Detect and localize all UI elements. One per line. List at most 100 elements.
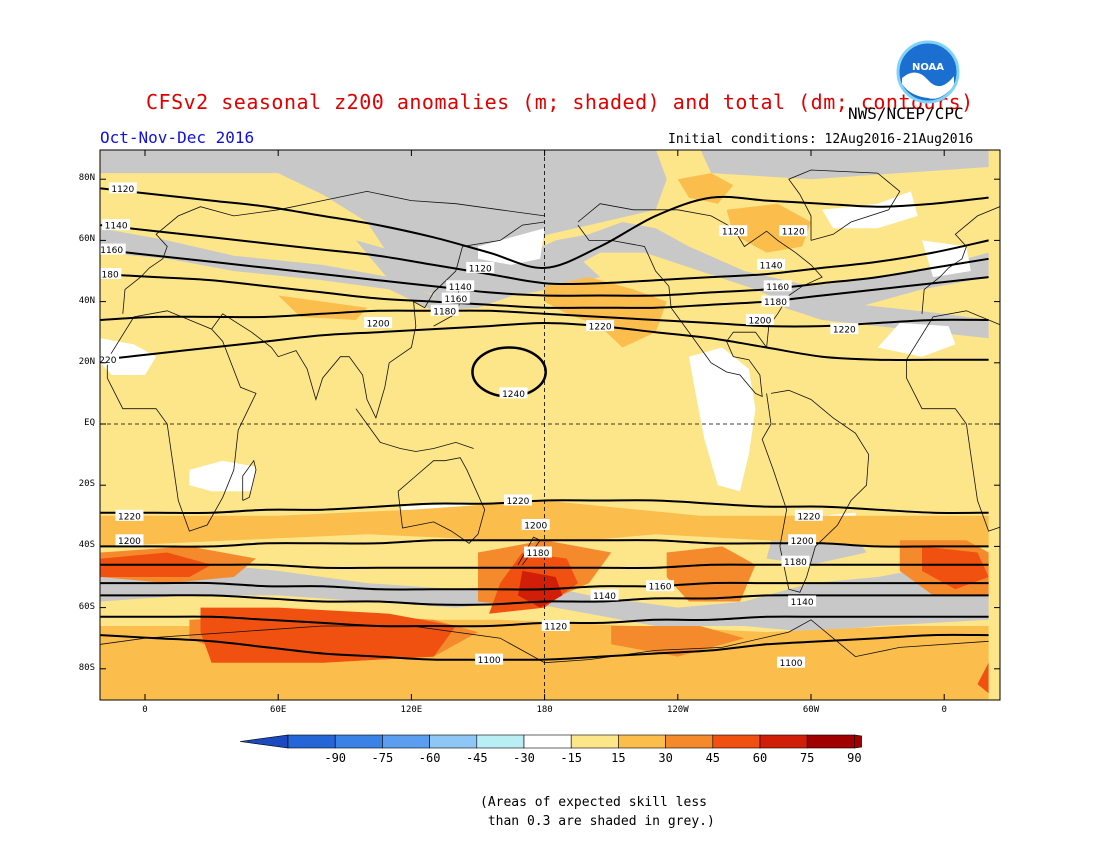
anomaly-region-o45-antarctic-e bbox=[611, 626, 745, 657]
contour-label-1120: 1120 bbox=[722, 228, 745, 238]
contour-1160-line bbox=[100, 581, 989, 591]
lat-label: 80N bbox=[78, 173, 95, 184]
contour-label-1200-bg bbox=[745, 313, 774, 325]
colorbar-label: 90 bbox=[847, 751, 862, 765]
contour-label-1240-bg bbox=[499, 387, 528, 399]
lat-label: 60S bbox=[78, 601, 95, 612]
anomaly-region-o45-s-pac-e bbox=[666, 546, 756, 602]
contour-label-1200: 1200 bbox=[524, 521, 547, 531]
colorbar-label: 60 bbox=[752, 751, 768, 765]
anomaly-region-white-arctic-east bbox=[822, 191, 918, 229]
anomaly-region-o60-s-ind bbox=[922, 546, 989, 590]
contour-1140-line bbox=[100, 594, 989, 606]
colorbar-swatch bbox=[570, 734, 619, 749]
lon-label: 0 bbox=[941, 705, 947, 715]
noaa-logo-icon: NOAA bbox=[896, 40, 960, 108]
contour-1160-line bbox=[100, 248, 989, 297]
colorbar-swatch bbox=[334, 734, 383, 749]
anomaly-region-o60-far-se bbox=[977, 662, 989, 694]
contour-1220-line bbox=[100, 321, 989, 361]
contour-label-1200: 1200 bbox=[367, 320, 390, 330]
colorbar-swatch bbox=[665, 734, 714, 749]
contour-label-1200-bg bbox=[364, 317, 393, 329]
contour-label-1160-bg bbox=[441, 292, 470, 304]
contour-label-1120-bg bbox=[108, 182, 137, 194]
contour-label-1160: 1160 bbox=[766, 283, 789, 293]
contour-label-1180-bg bbox=[781, 555, 810, 567]
anomaly-region-o60-antarctic bbox=[200, 607, 456, 663]
contour-label-1140: 1140 bbox=[105, 222, 128, 232]
axis-ticks bbox=[100, 150, 1000, 700]
colorbar bbox=[239, 734, 862, 749]
season-label: Oct-Nov-Dec 2016 bbox=[100, 128, 255, 147]
contour-label-1100: 1100 bbox=[780, 659, 803, 669]
contour-label-1140-bg bbox=[446, 280, 475, 292]
colorbar-swatch bbox=[382, 734, 430, 749]
contour-label-1220: 1220 bbox=[507, 497, 530, 507]
colorbar-label: -75 bbox=[371, 751, 394, 765]
map-title: CFSv2 seasonal z200 anomalies (m; shaded… bbox=[146, 90, 974, 114]
contour-label-1140: 1140 bbox=[760, 261, 783, 271]
contour-label-1220: 1220 bbox=[589, 323, 612, 333]
contour-label-1200: 1200 bbox=[118, 537, 141, 547]
contour-label-1200: 1200 bbox=[748, 316, 771, 326]
lat-label: 40S bbox=[78, 540, 95, 551]
lon-label: 120W bbox=[666, 705, 689, 715]
contour-label-1140: 1140 bbox=[449, 283, 472, 293]
colorbar-swatch bbox=[287, 734, 336, 749]
contour-label-1200: 1200 bbox=[791, 537, 814, 547]
initial-conditions-label: Initial conditions: 12Aug2016-21Aug2016 bbox=[668, 132, 974, 147]
lat-label: 60N bbox=[78, 234, 95, 245]
contour-label-1220: 1220 bbox=[94, 356, 117, 366]
contour-label-1180-bg bbox=[100, 268, 122, 280]
contour-1180-line bbox=[100, 563, 989, 570]
contour-label-1180-bg bbox=[761, 295, 790, 307]
coast-s-america bbox=[761, 389, 870, 593]
contour-1100-line bbox=[100, 633, 989, 661]
coast-madagascar-wrap bbox=[1042, 461, 1055, 501]
contour-label-1220: 1220 bbox=[833, 326, 856, 336]
colorbar-label: 45 bbox=[705, 751, 721, 765]
contour-label-1220-bg bbox=[503, 494, 532, 506]
contour-label-1240: 1240 bbox=[502, 390, 525, 400]
contour-label-1120: 1120 bbox=[782, 228, 805, 238]
colorbar-swatch bbox=[476, 734, 525, 749]
lat-label: 20N bbox=[78, 356, 95, 367]
contour-label-1220: 1220 bbox=[797, 512, 820, 522]
coast-eurasia-s bbox=[211, 221, 545, 420]
contour-label-1220: 1220 bbox=[118, 512, 141, 522]
coast-europe bbox=[122, 190, 545, 314]
contour-1140-line bbox=[100, 224, 989, 286]
contour-label-1140: 1140 bbox=[791, 598, 814, 608]
contour-label-1120-bg bbox=[541, 619, 570, 631]
contour-label-1160: 1160 bbox=[100, 246, 123, 256]
contour-label-1200-bg bbox=[521, 518, 550, 530]
contour-label-1180: 1180 bbox=[96, 271, 119, 281]
reference-lines bbox=[100, 150, 1000, 700]
contour-labels: 1100 1100 1120 1120 1140 1140 1160 1180 1180 1200… bbox=[94, 182, 859, 669]
lon-label: 0 bbox=[142, 705, 148, 715]
colorbar-label: 30 bbox=[658, 751, 673, 765]
coast-africa-wrap bbox=[906, 310, 1000, 532]
anomaly-region-grey-arctic-west bbox=[100, 150, 667, 271]
global-map: 1100 1100 1120 1120 1140 1140 1160 1180 1180 1200… bbox=[94, 149, 1100, 701]
contour-1180-line bbox=[100, 273, 989, 309]
coast-africa bbox=[106, 310, 257, 532]
contour-label-1220-bg bbox=[794, 509, 823, 521]
anomaly-region-o30-na bbox=[726, 203, 811, 253]
contour-label-1140-bg bbox=[788, 595, 817, 607]
anomaly-region-white-africa-s bbox=[189, 460, 256, 492]
colorbar-swatch bbox=[523, 734, 572, 749]
contour-label-1120-bg bbox=[779, 225, 808, 237]
coast-australia bbox=[397, 457, 486, 544]
contour-label-1180-bg bbox=[430, 304, 459, 316]
coast-eurasia-s-wrap bbox=[1011, 222, 1100, 418]
colorbar-label: 75 bbox=[799, 751, 815, 765]
contour-label-1180: 1180 bbox=[433, 307, 456, 317]
contour-label-1120-bg bbox=[719, 225, 748, 237]
contour-label-1180-bg bbox=[523, 546, 552, 558]
lon-label: 180 bbox=[536, 705, 553, 715]
contour-label-1220-bg bbox=[586, 320, 615, 332]
colorbar-swatch bbox=[806, 734, 855, 749]
colorbar-swatch bbox=[712, 734, 761, 749]
